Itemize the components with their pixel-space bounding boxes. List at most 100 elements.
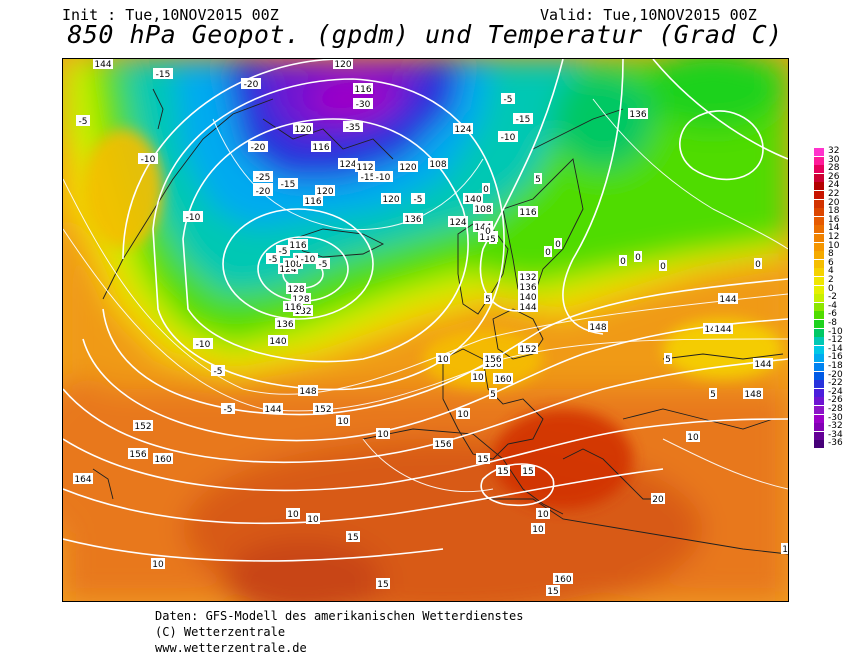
temperature-label: -5 (221, 403, 235, 415)
svg-text:116: 116 (289, 241, 306, 251)
svg-text:156: 156 (484, 355, 501, 365)
svg-text:10: 10 (307, 515, 319, 525)
scale-label: -22 (828, 378, 843, 389)
svg-text:-20: -20 (256, 187, 271, 197)
temperature-label: 0 (554, 238, 562, 250)
geopotential-label: 116 (283, 301, 303, 313)
svg-text:132: 132 (519, 273, 536, 283)
scale-swatch (814, 156, 824, 165)
svg-text:-5: -5 (224, 405, 233, 415)
temperature-label: -5 (276, 245, 290, 257)
temperature-label: 0 (619, 255, 627, 267)
svg-text:128: 128 (292, 295, 309, 305)
temperature-label: -20 (253, 185, 273, 197)
temperature-label: 5 (709, 388, 717, 400)
scale-swatch (814, 191, 824, 200)
svg-text:-10: -10 (301, 255, 316, 265)
temperature-label: 10 (456, 408, 470, 420)
temperature-label: -10 (498, 131, 518, 143)
geopotential-label: 140 (463, 193, 483, 205)
temperature-label: -5 (411, 193, 425, 205)
temperature-label: -15 (278, 178, 298, 190)
temperature-label: -5 (501, 93, 515, 105)
svg-text:144: 144 (754, 360, 771, 370)
svg-text:152: 152 (314, 405, 331, 415)
svg-text:-10: -10 (376, 173, 391, 183)
svg-text:5: 5 (665, 355, 671, 365)
svg-text:-10: -10 (501, 133, 516, 143)
svg-text:148: 148 (744, 390, 761, 400)
geopotential-label: 160 (553, 573, 573, 585)
scale-label: 18 (828, 206, 840, 217)
geopotential-label: 148 (743, 388, 763, 400)
svg-text:15: 15 (497, 467, 508, 477)
scale-swatch (814, 406, 824, 415)
geopotential-label: 152 (133, 420, 153, 432)
svg-text:156: 156 (129, 450, 146, 460)
svg-text:0: 0 (660, 262, 666, 272)
scale-swatch (814, 371, 824, 380)
temperature-label: -5 (211, 365, 225, 377)
temperature-label: -10 (298, 253, 318, 265)
geopotential-label: 136 (275, 318, 295, 330)
svg-text:140: 140 (464, 195, 481, 205)
temperature-label: -10 (138, 153, 158, 165)
svg-text:124: 124 (454, 125, 471, 135)
svg-text:120: 120 (294, 125, 311, 135)
scale-swatch (814, 294, 824, 303)
svg-text:140: 140 (519, 293, 536, 303)
svg-text:152: 152 (134, 422, 151, 432)
temperature-label: 10 (286, 508, 300, 520)
geopotential-label: 156 (483, 353, 503, 365)
geopotential-label: 152 (313, 403, 333, 415)
scale-swatch (814, 216, 824, 225)
geopotential-label: 160 (153, 453, 173, 465)
svg-text:136: 136 (519, 283, 536, 293)
temperature-label: 10 (376, 428, 390, 440)
scale-label: -2 (828, 292, 837, 303)
svg-text:0: 0 (555, 240, 561, 250)
temperature-label: 5 (489, 388, 497, 400)
scale-swatch (814, 337, 824, 346)
svg-text:108: 108 (284, 260, 301, 270)
svg-text:144: 144 (719, 295, 736, 305)
geopotential-label: 132 (518, 271, 538, 283)
svg-text:0: 0 (620, 257, 626, 267)
scale-label: 12 (828, 232, 840, 242)
geopotential-label: 108 (473, 203, 493, 215)
scale-swatch (814, 225, 824, 234)
svg-text:-15: -15 (361, 173, 376, 183)
temperature-label: -10 (183, 211, 203, 223)
svg-text:-15: -15 (156, 70, 171, 80)
geopotential-label: 116 (303, 195, 323, 207)
svg-text:15: 15 (547, 587, 558, 597)
scale-label: 22 (828, 189, 840, 199)
temperature-label: 10 (781, 543, 788, 555)
svg-text:152: 152 (519, 345, 536, 355)
svg-text:128: 128 (287, 285, 304, 295)
init-time: Init : Tue,10NOV2015 00Z (62, 6, 279, 24)
temperature-label: 0 (544, 246, 552, 258)
temperature-label: 0 (754, 258, 762, 270)
svg-text:0: 0 (483, 185, 489, 195)
geopotential-label: 156 (433, 438, 453, 450)
geopotential-label: 144 (753, 358, 773, 370)
svg-text:116: 116 (519, 208, 536, 218)
scale-label: 26 (828, 171, 840, 182)
geopotential-label: 124 (338, 158, 358, 170)
temperature-label: 20 (651, 493, 665, 505)
scale-label: 14 (828, 223, 840, 234)
scale-label: -20 (828, 369, 843, 380)
geopotential-label: 144 (713, 323, 733, 335)
scale-label: 28 (828, 163, 840, 174)
temperature-label: -15 (513, 113, 533, 125)
scale-swatch (814, 440, 824, 449)
svg-text:156: 156 (484, 360, 501, 370)
svg-text:-15: -15 (516, 115, 531, 125)
svg-text:160: 160 (494, 375, 511, 385)
scale-label: 4 (828, 266, 834, 277)
svg-text:10: 10 (457, 410, 469, 420)
svg-text:-5: -5 (319, 260, 328, 270)
scale-swatch (814, 320, 824, 329)
temperature-label: 0 (634, 251, 642, 263)
